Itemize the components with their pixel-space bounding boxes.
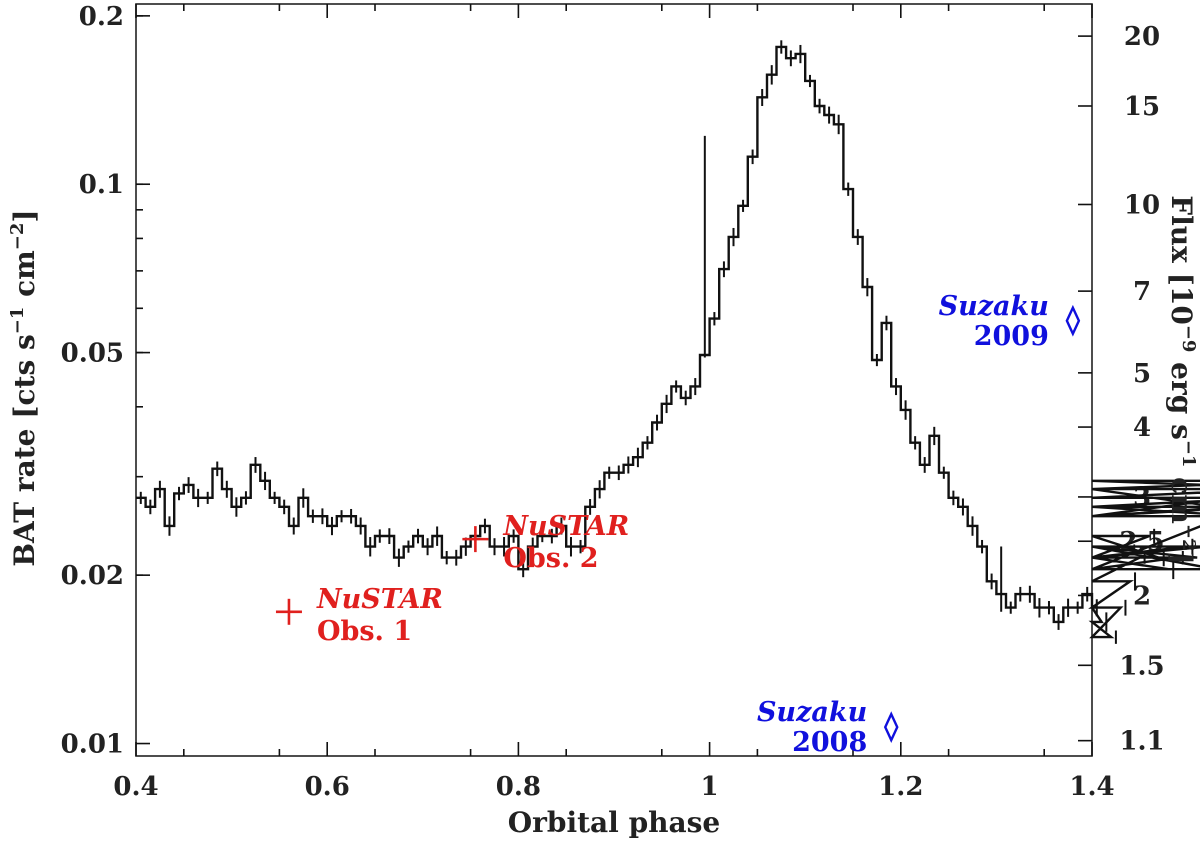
y-left-label-main: BAT rate [cts s (8, 334, 41, 566)
y-right-label-mid1: erg s (1165, 352, 1198, 439)
suzaku-2008-marker (883, 711, 899, 743)
y-left-tick-label: 0.2 (79, 2, 124, 32)
y-left-label-mid: cm (8, 250, 41, 306)
x-tick-label: 1.2 (878, 772, 923, 802)
y-right-tick-label: 15 (1124, 92, 1160, 122)
y-right-tick-label: 4 (1133, 413, 1151, 443)
x-tick-labels: 0.4 0.6 0.8 1 1.2 1.4 (113, 772, 1114, 802)
axis-ticks (135, 4, 1093, 756)
y-left-axis-label: BAT rate [cts s−1 cm−2] (7, 209, 41, 566)
y-right-tick-label: 1.1 (1119, 727, 1164, 757)
nustar-obs2-label: Obs. 2 (503, 543, 598, 574)
y-right-tick-label: 1.5 (1119, 651, 1164, 681)
y-left-tick-label: 0.01 (61, 730, 124, 760)
y-right-label-exp3: −2 (1178, 524, 1199, 552)
suzaku-2009-label: 2009 (974, 321, 1049, 352)
suzaku-2009-name: Suzaku (939, 291, 1049, 322)
x-tick-label: 1.4 (1069, 772, 1114, 802)
suzaku-2008-label: 2008 (792, 727, 867, 758)
x-tick-label: 0.8 (496, 772, 541, 802)
y-right-tick-label: 2 (1133, 581, 1151, 611)
y-left-label-end: ] (8, 209, 41, 222)
y-left-tick-label: 0.1 (79, 170, 124, 200)
y-right-tick-label: 10 (1124, 190, 1160, 220)
y-right-tick-label: 20 (1124, 22, 1160, 52)
suzaku-2009-marker (1065, 304, 1081, 337)
x-tick-label: 0.4 (113, 772, 158, 802)
y-left-tick-label: 0.05 (61, 339, 124, 369)
x-tick-label: 0.6 (305, 772, 350, 802)
y-right-label-mid2: cm (1165, 467, 1198, 523)
y-right-axis-label: Flux [10−9 erg s−1 cm−2] (1165, 195, 1199, 564)
y-right-label-end: ] (1165, 551, 1198, 564)
y-right-tick-label: 7 (1133, 277, 1151, 307)
y-right-label-main: Flux [10 (1165, 195, 1198, 325)
x-axis-label: Orbital phase (508, 806, 720, 839)
nustar-obs2-name: NuSTAR (502, 511, 629, 542)
y-left-label-exp2: −2 (7, 223, 28, 251)
nustar-obs1-label: Obs. 1 (317, 616, 412, 647)
plot-frame (135, 3, 1093, 757)
y-left-label-exp1: −1 (7, 307, 28, 335)
y-right-label-exp1: −9 (1178, 325, 1199, 353)
y-right-tick-label: 5 (1133, 359, 1151, 389)
x-tick-label: 1 (701, 772, 719, 802)
bat-step-line (136, 45, 1200, 639)
y-right-label-exp2: −1 (1178, 440, 1199, 468)
suzaku-2008-name: Suzaku (757, 697, 867, 728)
nustar-obs1-name: NuSTAR (316, 584, 443, 615)
y-left-tick-label: 0.02 (61, 561, 124, 591)
y-left-tick-labels: 0.01 0.02 0.05 0.1 0.2 (61, 2, 124, 760)
bat-lightcurve-series (136, 40, 1200, 644)
